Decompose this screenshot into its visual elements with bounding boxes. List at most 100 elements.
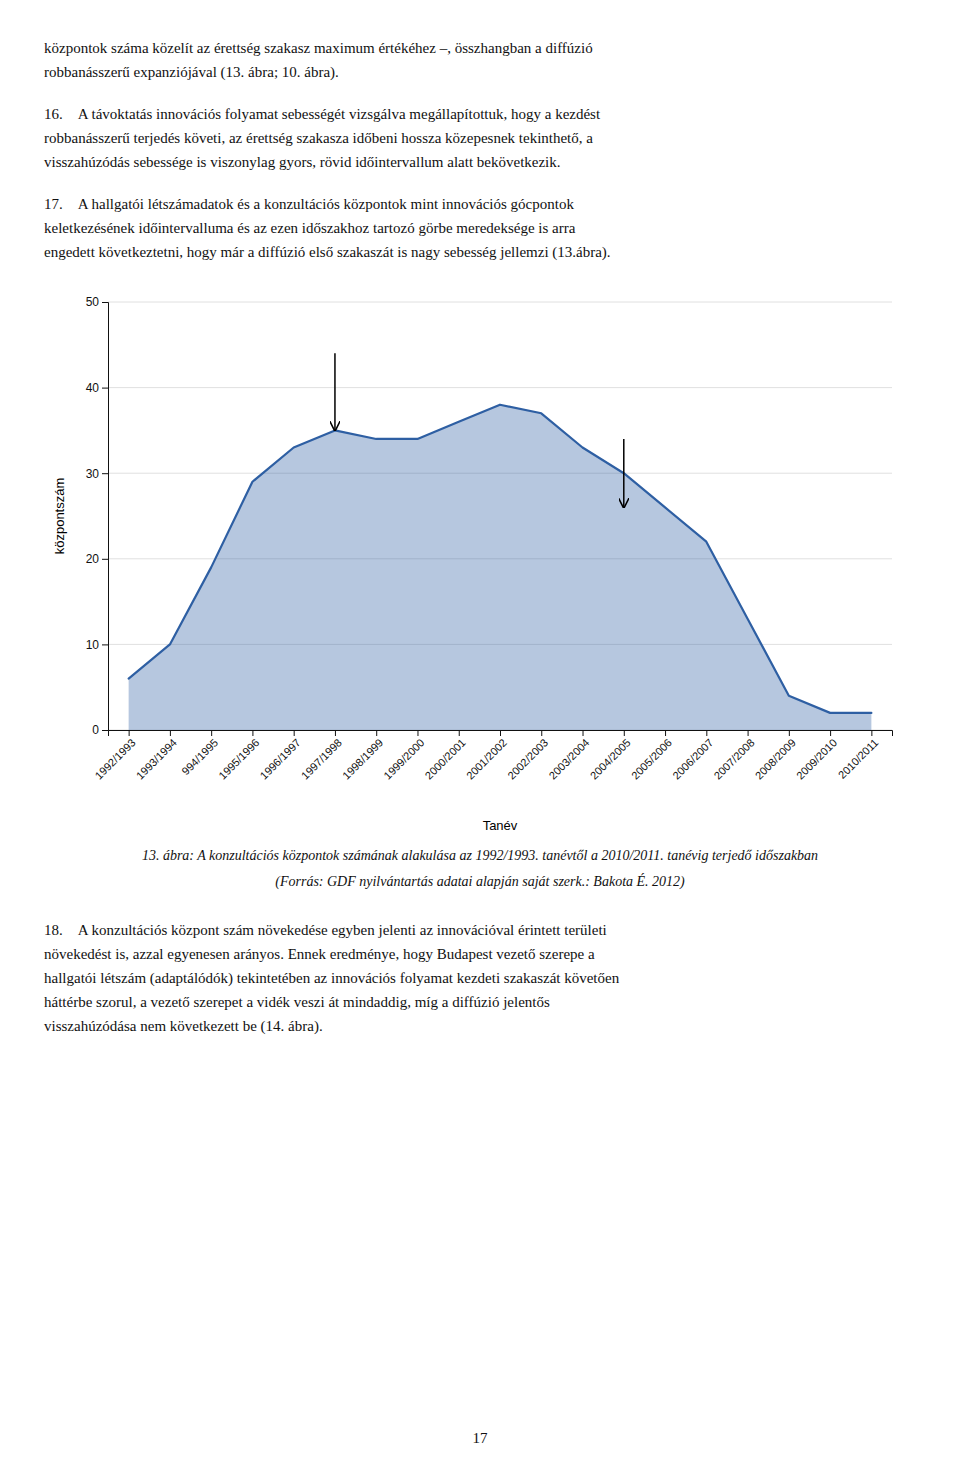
- axis-domain: [102, 303, 109, 731]
- tick-label: 1995/1996: [216, 736, 261, 781]
- tick-label: 40: [86, 381, 100, 395]
- tick-mark: [252, 730, 253, 736]
- tick: 2001/2002: [464, 730, 509, 782]
- tick-label: 1992/1993: [92, 736, 137, 781]
- tick-mark: [706, 730, 707, 736]
- tick-label: 2007/2008: [711, 736, 756, 781]
- arrow: [334, 353, 336, 430]
- tick: 10: [86, 638, 108, 652]
- tick: 2006/2007: [670, 730, 715, 782]
- tick-label: 2000/2001: [423, 736, 468, 781]
- x-axis: 1992/19931993/1994994/19951995/19961996/…: [92, 730, 892, 782]
- grid-line: [108, 302, 892, 303]
- x-axis-title: Tanév: [483, 818, 518, 833]
- tick: 2004/2005: [588, 730, 633, 782]
- tick: 2009/2010: [794, 730, 839, 782]
- top-text: központok száma közelít az érettség szak…: [44, 36, 916, 264]
- tick-label: 994/1995: [179, 736, 220, 777]
- paragraph: 16. A távoktatás innovációs folyamat seb…: [44, 102, 916, 174]
- tick: 1999/2000: [381, 730, 426, 782]
- tick-mark: [294, 730, 295, 736]
- tick-label: 2003/2004: [546, 736, 591, 781]
- tick-mark: [376, 730, 377, 736]
- y-axis: 0 10 20 30 40 50: [86, 295, 109, 737]
- tick: 30: [86, 467, 108, 481]
- tick-label: 1998/1999: [340, 736, 385, 781]
- y-axis-title: központszám: [52, 478, 67, 555]
- chart: 010203040501992/19931993/1994994/1995199…: [44, 282, 916, 842]
- tick: 1997/1998: [299, 730, 344, 782]
- tick-mark: [211, 730, 212, 736]
- tick-label: 2001/2002: [464, 736, 509, 781]
- marks: [129, 353, 872, 730]
- tick: 2007/2008: [711, 730, 756, 782]
- tick-mark: [500, 730, 501, 736]
- tick-label: 2009/2010: [794, 736, 839, 781]
- tick-mark: [830, 730, 831, 736]
- tick-mark: [102, 302, 108, 303]
- tick-mark: [102, 473, 108, 474]
- tick-mark: [583, 730, 584, 736]
- grid: [108, 302, 892, 730]
- line: [129, 405, 872, 713]
- bottom-text: 18. A konzultációs központ szám növekedé…: [44, 918, 916, 1038]
- tick: 1996/1997: [257, 730, 302, 782]
- caption-block: 13. ábra: A konzultációs központok számá…: [44, 846, 916, 892]
- tick-label: 2005/2006: [629, 736, 674, 781]
- tick-label: 2004/2005: [588, 736, 633, 781]
- tick-mark: [335, 730, 336, 736]
- tick-label: 1997/1998: [299, 736, 344, 781]
- tick-mark: [624, 730, 625, 736]
- tick-label: 2002/2003: [505, 736, 550, 781]
- tick: 1995/1996: [216, 730, 261, 782]
- paragraph: központok száma közelít az érettség szak…: [44, 36, 916, 84]
- tick-label: 2008/2009: [753, 736, 798, 781]
- tick: 2003/2004: [546, 730, 591, 782]
- tick-label: 50: [86, 295, 100, 309]
- tick: 2005/2006: [629, 730, 674, 782]
- tick-label: 30: [86, 467, 100, 481]
- tick-label: 0: [92, 723, 99, 737]
- tick-label: 10: [86, 638, 100, 652]
- tick: 2008/2009: [753, 730, 798, 782]
- plot: 010203040501992/19931993/1994994/1995199…: [52, 295, 893, 833]
- tick-mark: [417, 730, 418, 736]
- page-number: 17: [0, 1430, 960, 1447]
- tick: 50: [86, 295, 108, 309]
- tick: 1998/1999: [340, 730, 385, 782]
- tick-label: 1996/1997: [257, 736, 302, 781]
- tick-mark: [102, 388, 108, 389]
- tick-mark: [102, 644, 108, 645]
- tick: 0: [92, 723, 108, 737]
- axis-domain: [109, 731, 893, 737]
- tick: 994/1995: [179, 730, 220, 777]
- grid-line: [108, 387, 892, 388]
- tick-label: 2010/2011: [836, 736, 881, 781]
- tick-mark: [665, 730, 666, 736]
- tick-mark: [129, 730, 130, 736]
- tick-mark: [170, 730, 171, 736]
- tick-label: 1993/1994: [134, 736, 179, 781]
- caption-source: (Forrás: GDF nyilvántartás adatai alapjá…: [44, 872, 916, 892]
- paragraph: 18. A konzultációs központ szám növekedé…: [44, 918, 916, 1038]
- tick-mark: [748, 730, 749, 736]
- tick-label: 2006/2007: [670, 736, 715, 781]
- tick-mark: [102, 559, 108, 560]
- paragraph: 17. A hallgatói létszámadatok és a konzu…: [44, 192, 916, 264]
- tick: 2000/2001: [423, 730, 468, 782]
- arrow: [623, 439, 625, 507]
- tick: 2010/2011: [836, 730, 881, 781]
- tick-mark: [102, 730, 108, 731]
- tick-mark: [541, 730, 542, 736]
- tick-label: 20: [86, 552, 100, 566]
- tick: 1992/1993: [92, 730, 137, 782]
- tick: 40: [86, 381, 108, 395]
- tick-mark: [871, 730, 872, 736]
- area: [129, 405, 872, 730]
- tick-mark: [789, 730, 790, 736]
- tick: 2002/2003: [505, 730, 550, 782]
- tick-mark: [459, 730, 460, 736]
- caption-title: 13. ábra: A konzultációs központok számá…: [44, 846, 916, 866]
- tick: 1993/1994: [134, 730, 179, 782]
- tick: 20: [86, 552, 108, 566]
